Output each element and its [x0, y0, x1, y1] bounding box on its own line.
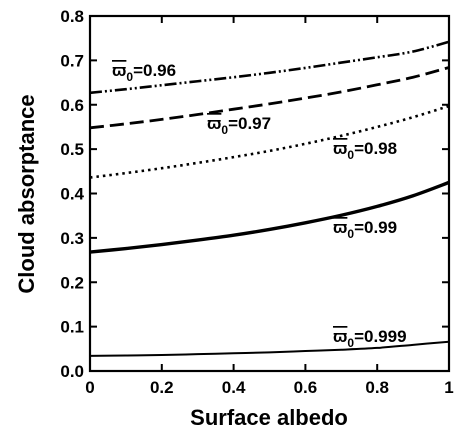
y-axis-title: Cloud absorptance [14, 94, 39, 293]
y-tick-label: 0.3 [60, 229, 84, 248]
series-label-2: ϖ0=0.97 [207, 114, 271, 137]
series-label-3: ϖ0=0.98 [333, 139, 397, 162]
y-tick-label: 0.6 [60, 96, 84, 115]
series-label-subscript: 0 [221, 123, 228, 137]
series-line-2 [89, 66, 450, 130]
y-tick-label: 0.8 [60, 7, 84, 26]
series-label-value: =0.96 [133, 61, 176, 80]
series-label-4: ϖ0=0.99 [333, 218, 397, 241]
series-label-symbol: ϖ [333, 327, 347, 346]
series-label-value: =0.999 [354, 327, 406, 346]
y-tick-label: 0.1 [60, 318, 84, 337]
series-line-5 [89, 340, 450, 357]
x-tick-label: 0.4 [222, 378, 246, 397]
y-tick-label: 0.7 [60, 51, 84, 70]
ticks: 0.0 0.1 0.2 0.3 0.4 0.5 0.6 0.7 0.8 0 0.2 0.4 0.6 0.8… [60, 7, 453, 397]
x-tick-label: 1 [444, 378, 453, 397]
series-label-value: =0.97 [228, 114, 271, 133]
x-tick-label: 0 [85, 378, 94, 397]
y-tick-label: 0.4 [60, 185, 84, 204]
y-tick-label: 0.5 [60, 140, 84, 159]
series-line-1 [89, 40, 450, 95]
series-line-4 [89, 180, 450, 254]
series-label-subscript: 0 [347, 148, 354, 162]
series-label-symbol: ϖ [207, 114, 221, 133]
series-label-value: =0.98 [354, 139, 397, 158]
series-label-5: ϖ0=0.999 [333, 327, 407, 350]
series-label-1: ϖ0=0.96 [112, 61, 176, 84]
y-tick-label: 0.0 [60, 362, 84, 381]
series-lines [89, 40, 450, 357]
series-label-subscript: 0 [347, 227, 354, 241]
series-label-subscript: 0 [347, 336, 354, 350]
y-tick-label: 0.2 [60, 273, 84, 292]
series-label-value: =0.99 [354, 218, 397, 237]
series-label-symbol: ϖ [333, 218, 347, 237]
series-label-symbol: ϖ [333, 139, 347, 158]
x-tick-label: 0.8 [365, 378, 389, 397]
x-tick-label: 0.2 [150, 378, 174, 397]
x-axis-title: Surface albedo [190, 405, 348, 430]
series-label-symbol: ϖ [112, 61, 126, 80]
x-tick-label: 0.6 [294, 378, 318, 397]
series-label-subscript: 0 [126, 70, 133, 84]
